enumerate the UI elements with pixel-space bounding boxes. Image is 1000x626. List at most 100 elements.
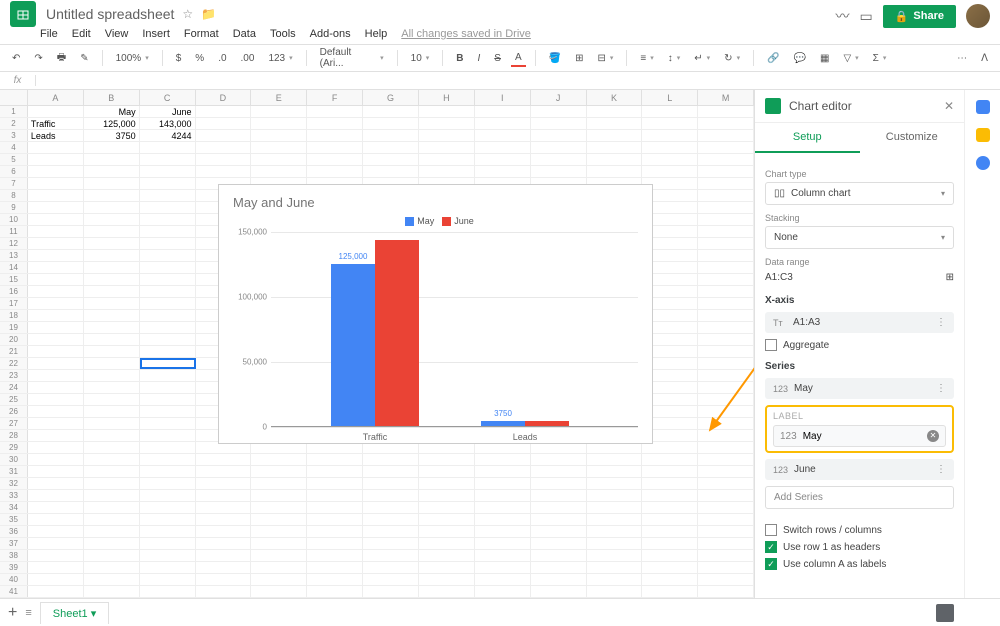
zoom-dropdown[interactable]: 100% xyxy=(112,51,153,66)
print-button[interactable]: 🖶 xyxy=(53,48,70,69)
cell-K1[interactable] xyxy=(587,106,643,117)
row-header-31[interactable]: 31 xyxy=(0,466,28,477)
cell-B14[interactable] xyxy=(84,262,140,273)
cell-J1[interactable] xyxy=(531,106,587,117)
undo-button[interactable]: ↶ xyxy=(8,51,24,66)
menu-add-ons[interactable]: Add-ons xyxy=(310,28,351,40)
menu-help[interactable]: Help xyxy=(365,28,388,40)
cell-J30[interactable] xyxy=(531,454,587,465)
cell-M23[interactable] xyxy=(698,370,754,381)
cell-M27[interactable] xyxy=(698,418,754,429)
cell-C41[interactable] xyxy=(140,586,196,597)
cell-A2[interactable]: Traffic xyxy=(28,118,84,129)
cell-F40[interactable] xyxy=(307,574,363,585)
cell-M40[interactable] xyxy=(698,574,754,585)
cell-K3[interactable] xyxy=(587,130,643,141)
more-icon[interactable]: ⋮ xyxy=(936,383,946,394)
cell-A17[interactable] xyxy=(28,298,84,309)
cell-A33[interactable] xyxy=(28,490,84,501)
cell-G35[interactable] xyxy=(363,514,419,525)
redo-button[interactable]: ↷ xyxy=(30,51,46,66)
insert-chart-button[interactable]: ▦ xyxy=(816,51,833,66)
row-header-18[interactable]: 18 xyxy=(0,310,28,321)
cell-F6[interactable] xyxy=(307,166,363,177)
cell-J40[interactable] xyxy=(531,574,587,585)
cell-G1[interactable] xyxy=(363,106,419,117)
paint-format-button[interactable]: ✎ xyxy=(76,51,92,66)
cell-E32[interactable] xyxy=(251,478,307,489)
tasks-icon[interactable] xyxy=(976,156,990,170)
cell-E34[interactable] xyxy=(251,502,307,513)
cell-C28[interactable] xyxy=(140,430,196,441)
cell-A1[interactable] xyxy=(28,106,84,117)
menu-insert[interactable]: Insert xyxy=(142,28,170,40)
cell-F4[interactable] xyxy=(307,142,363,153)
cell-M35[interactable] xyxy=(698,514,754,525)
stacking-dropdown[interactable]: None▾ xyxy=(765,226,954,249)
cell-F38[interactable] xyxy=(307,550,363,561)
cell-A39[interactable] xyxy=(28,562,84,573)
cell-D39[interactable] xyxy=(196,562,252,573)
cell-E39[interactable] xyxy=(251,562,307,573)
embedded-chart[interactable]: May and June MayJune 050,000100,000150,0… xyxy=(218,184,653,444)
cell-B32[interactable] xyxy=(84,478,140,489)
cell-C37[interactable] xyxy=(140,538,196,549)
cell-C10[interactable] xyxy=(140,214,196,225)
cell-C7[interactable] xyxy=(140,178,196,189)
cell-M16[interactable] xyxy=(698,286,754,297)
row-header-1[interactable]: 1 xyxy=(0,106,28,117)
col-header-I[interactable]: I xyxy=(475,90,531,105)
sheet-tab[interactable]: Sheet1 ▾ xyxy=(40,602,109,624)
col-header-K[interactable]: K xyxy=(587,90,643,105)
cell-M32[interactable] xyxy=(698,478,754,489)
cell-F35[interactable] xyxy=(307,514,363,525)
cell-C12[interactable] xyxy=(140,238,196,249)
row-header-7[interactable]: 7 xyxy=(0,178,28,189)
cell-B24[interactable] xyxy=(84,382,140,393)
cell-H34[interactable] xyxy=(419,502,475,513)
cell-C23[interactable] xyxy=(140,370,196,381)
row-header-34[interactable]: 34 xyxy=(0,502,28,513)
cell-E5[interactable] xyxy=(251,154,307,165)
link-button[interactable]: 🔗 xyxy=(763,51,783,66)
cell-J6[interactable] xyxy=(531,166,587,177)
cell-I41[interactable] xyxy=(475,586,531,597)
col-header-D[interactable]: D xyxy=(196,90,252,105)
cell-B13[interactable] xyxy=(84,250,140,261)
cell-C40[interactable] xyxy=(140,574,196,585)
cell-H5[interactable] xyxy=(419,154,475,165)
cell-E4[interactable] xyxy=(251,142,307,153)
cell-A12[interactable] xyxy=(28,238,84,249)
cell-H30[interactable] xyxy=(419,454,475,465)
row-header-38[interactable]: 38 xyxy=(0,550,28,561)
cell-C32[interactable] xyxy=(140,478,196,489)
cell-M4[interactable] xyxy=(698,142,754,153)
cell-C21[interactable] xyxy=(140,346,196,357)
cell-B2[interactable]: 125,000 xyxy=(84,118,140,129)
remove-icon[interactable]: ✕ xyxy=(927,430,939,442)
menu-view[interactable]: View xyxy=(105,28,129,40)
cell-F36[interactable] xyxy=(307,526,363,537)
cell-H39[interactable] xyxy=(419,562,475,573)
cell-D30[interactable] xyxy=(196,454,252,465)
cell-B12[interactable] xyxy=(84,238,140,249)
cell-L31[interactable] xyxy=(642,466,698,477)
cell-I2[interactable] xyxy=(475,118,531,129)
cell-G36[interactable] xyxy=(363,526,419,537)
cell-C38[interactable] xyxy=(140,550,196,561)
cell-H4[interactable] xyxy=(419,142,475,153)
col-header-J[interactable]: J xyxy=(531,90,587,105)
row-header-6[interactable]: 6 xyxy=(0,166,28,177)
row-header-5[interactable]: 5 xyxy=(0,154,28,165)
strike-button[interactable]: S xyxy=(490,51,505,66)
cell-B23[interactable] xyxy=(84,370,140,381)
xaxis-chip[interactable]: Tт A1:A3 ⋮ xyxy=(765,312,954,333)
cell-H1[interactable] xyxy=(419,106,475,117)
col-header-B[interactable]: B xyxy=(84,90,140,105)
cell-K33[interactable] xyxy=(587,490,643,501)
cell-J4[interactable] xyxy=(531,142,587,153)
more-icon[interactable]: ⋮ xyxy=(936,317,946,328)
cell-E35[interactable] xyxy=(251,514,307,525)
cell-A10[interactable] xyxy=(28,214,84,225)
cell-A13[interactable] xyxy=(28,250,84,261)
